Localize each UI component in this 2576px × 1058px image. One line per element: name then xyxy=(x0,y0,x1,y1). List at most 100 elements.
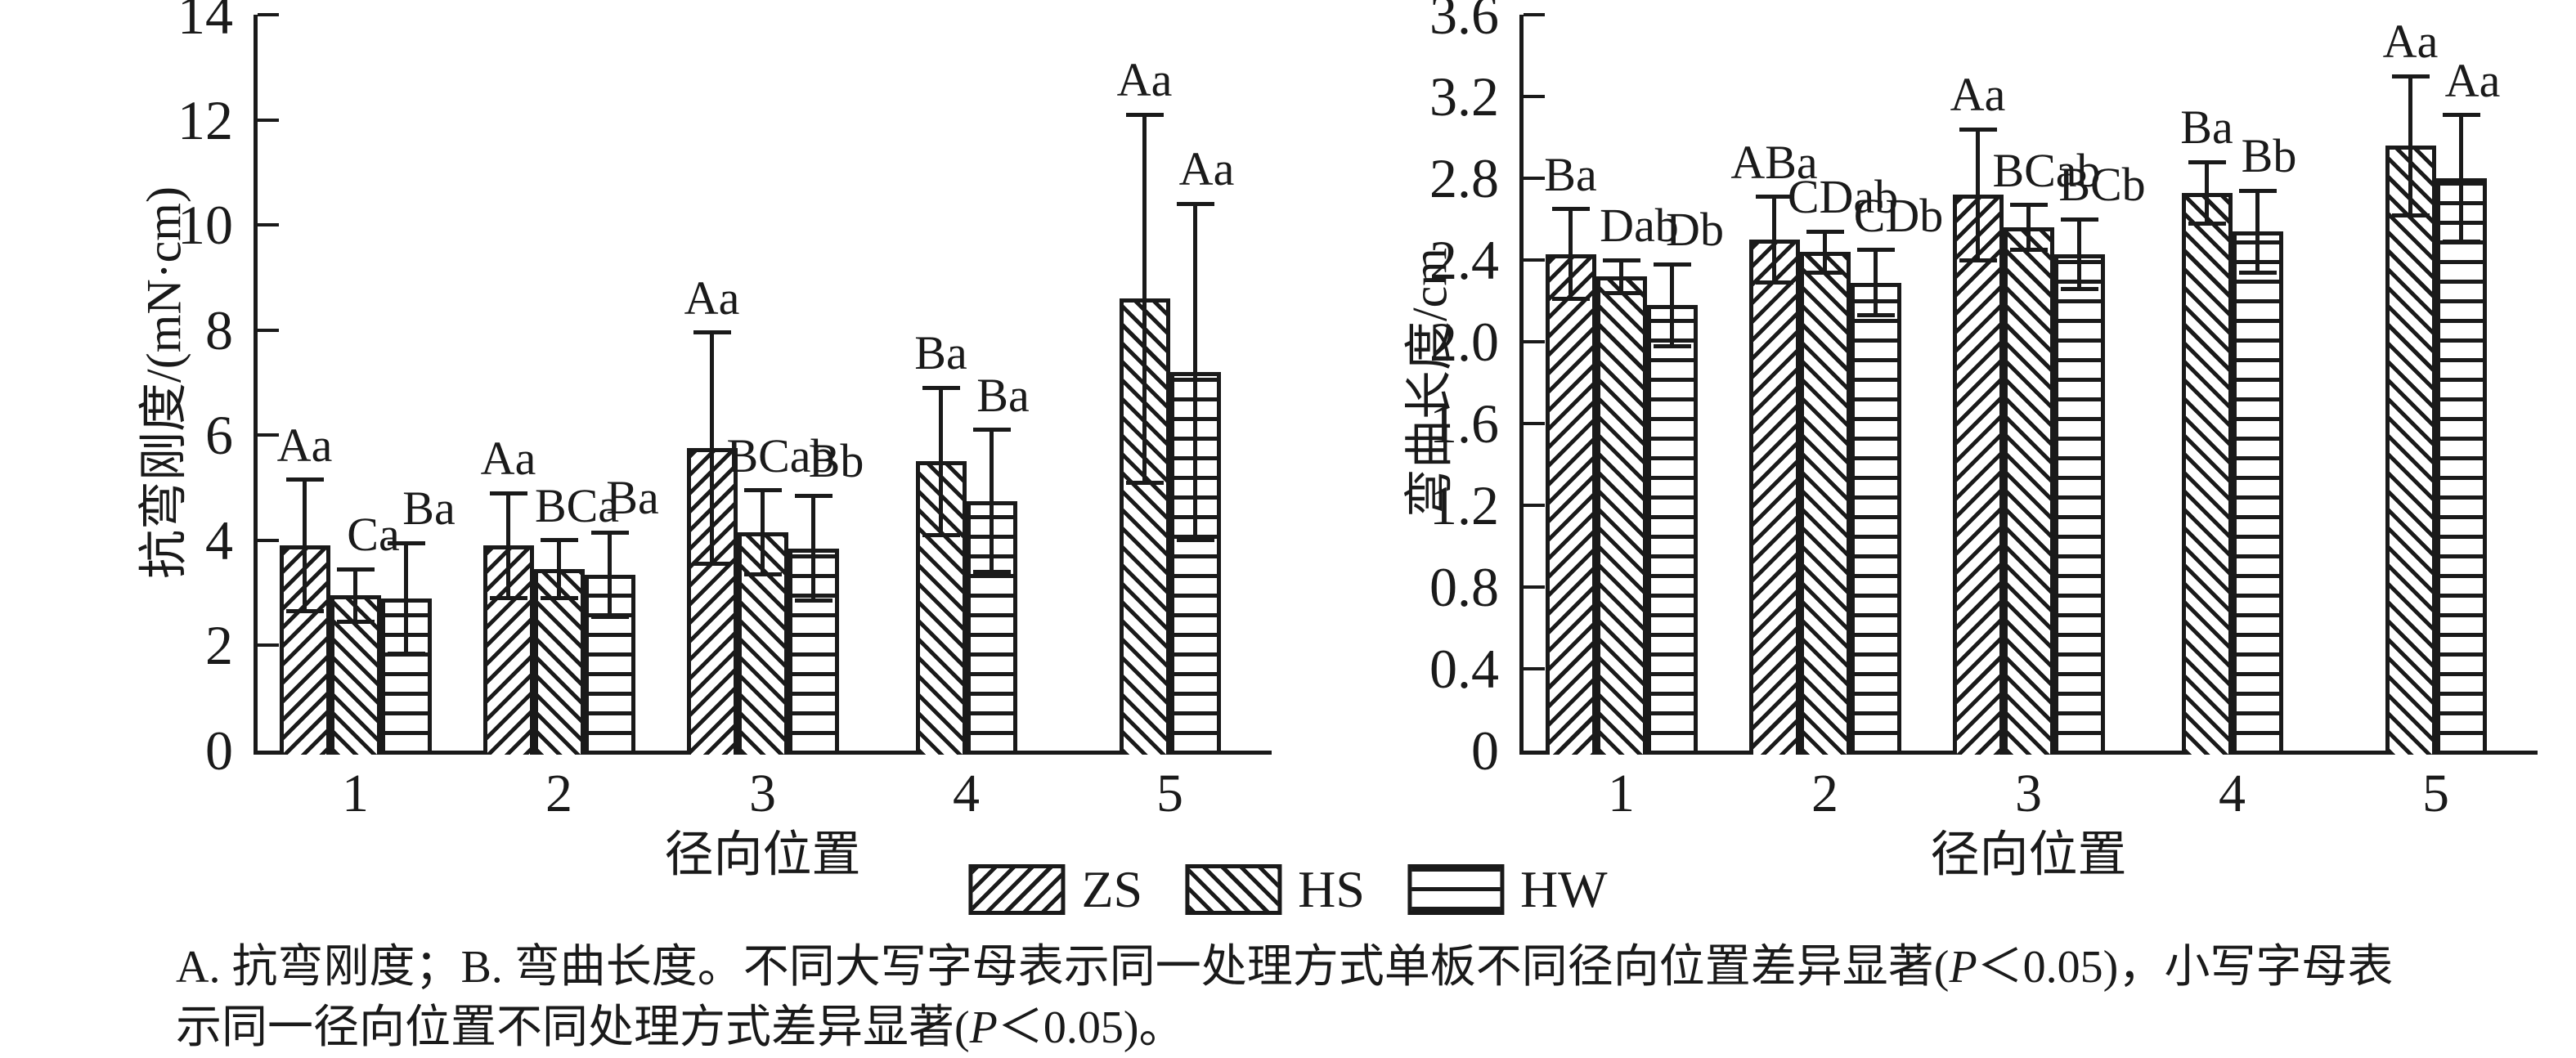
bar-hs xyxy=(2385,146,2436,755)
error-bar-cap-bottom xyxy=(1959,258,1997,262)
y-tick xyxy=(1524,340,1545,343)
significance-label: BCb xyxy=(2058,158,2146,211)
error-bar-cap-bottom xyxy=(2391,213,2430,217)
y-tick-label: 3.6 xyxy=(1429,0,1499,46)
y-tick-label: 4 xyxy=(205,509,233,572)
bar-zs xyxy=(1952,195,2004,755)
legend-swatch-hs xyxy=(1185,864,1282,915)
bar-hw xyxy=(2232,231,2283,755)
significance-label: Db xyxy=(1666,203,1724,256)
error-bar-cap-top xyxy=(2238,188,2277,193)
error-bar-line xyxy=(1874,249,1878,316)
bar-hw xyxy=(1169,372,1221,755)
bar-hs xyxy=(1595,276,1647,755)
error-bar-cap-bottom xyxy=(1125,480,1164,485)
error-bar-cap-top xyxy=(2188,159,2226,164)
y-tick-label: 8 xyxy=(205,298,233,361)
error-bar-cap-top xyxy=(2060,217,2098,222)
x-tick-label: 2 xyxy=(1811,764,1838,823)
caption-segment: A. 抗弯刚度；B. 弯曲长度。不同大写字母表示同一处理方式单板不同径向位置差异… xyxy=(176,942,1950,993)
error-bar-cap-bottom xyxy=(1176,538,1214,543)
error-bar-cap-top xyxy=(743,488,782,493)
significance-label: Ba xyxy=(1544,147,1597,201)
error-bar-cap-top xyxy=(1125,112,1164,117)
significance-label: Bb xyxy=(808,434,864,488)
significance-label: Ba xyxy=(914,326,967,380)
error-bar-line xyxy=(1772,196,1776,283)
error-bar-cap-top xyxy=(972,428,1011,433)
error-bar-cap-top xyxy=(590,530,629,535)
error-bar-cap-top xyxy=(285,477,324,482)
error-bar-line xyxy=(2205,162,2209,223)
y-tick-label: 10 xyxy=(177,194,233,257)
significance-label: Ca xyxy=(347,508,400,562)
legend-label: HS xyxy=(1298,860,1365,918)
error-bar-cap-bottom xyxy=(540,596,578,601)
error-bar-cap-top xyxy=(1755,195,1793,199)
error-bar-line xyxy=(710,332,714,564)
y-tick xyxy=(1524,258,1545,262)
y-tick-label: 14 xyxy=(177,0,233,46)
caption-line: A. 抗弯刚度；B. 弯曲长度。不同大写字母表示同一处理方式单板不同径向位置差异… xyxy=(176,937,2523,997)
x-tick-label: 1 xyxy=(342,764,369,823)
y-tick xyxy=(258,328,279,332)
y-axis-line xyxy=(254,15,258,755)
y-tick xyxy=(1524,177,1545,180)
error-bar-cap-bottom xyxy=(387,651,425,656)
error-bar-line xyxy=(1568,208,1573,299)
error-bar-cap-bottom xyxy=(2188,221,2226,226)
caption-segment: 示同一径向位置不同处理方式差异显著( xyxy=(176,1002,970,1053)
significance-label: Aa xyxy=(1116,53,1173,107)
significance-label: Aa xyxy=(480,432,536,485)
significance-label: Dab xyxy=(1600,199,1679,252)
error-bar-cap-bottom xyxy=(1856,313,1895,317)
bar-hs xyxy=(2003,227,2054,755)
bar-zs xyxy=(1748,240,1800,755)
y-tick xyxy=(258,13,279,16)
x-tick-label: 5 xyxy=(1156,764,1183,823)
significance-label: Aa xyxy=(1950,68,2006,121)
error-bar-cap-top xyxy=(1856,248,1895,252)
error-bar-cap-bottom xyxy=(2009,248,2048,252)
legend-item: HS xyxy=(1185,863,1365,916)
error-bar-line xyxy=(2459,114,2463,242)
error-bar-line xyxy=(506,493,510,598)
error-bar-line xyxy=(2026,204,2031,250)
y-tick-label: 2.4 xyxy=(1429,229,1499,291)
error-bar-cap-top xyxy=(387,540,425,545)
y-tick xyxy=(1524,667,1545,670)
error-bar-cap-top xyxy=(693,330,731,335)
significance-label: Aa xyxy=(1178,142,1235,196)
x-tick-label: 2 xyxy=(545,764,572,823)
error-bar-cap-top xyxy=(2391,74,2430,78)
legend-item: HW xyxy=(1407,863,1608,916)
error-bar-cap-bottom xyxy=(489,596,527,601)
error-bar-line xyxy=(2077,219,2081,289)
error-bar-cap-bottom xyxy=(590,614,629,619)
error-bar-line xyxy=(2408,76,2412,215)
error-bar-cap-bottom xyxy=(693,562,731,567)
error-bar-line xyxy=(1823,231,1827,272)
significance-label: CDb xyxy=(1853,188,1944,242)
y-tick-label: 1.6 xyxy=(1429,392,1499,455)
error-bar-cap-top xyxy=(1959,127,1997,132)
error-bar-cap-bottom xyxy=(972,569,1011,574)
legend-swatch-zs xyxy=(968,864,1066,915)
error-bar-cap-top xyxy=(2442,113,2480,117)
legend-swatch-hw xyxy=(1407,864,1504,915)
error-bar-line xyxy=(608,532,612,617)
y-tick-label: 0.4 xyxy=(1429,638,1499,700)
y-tick-label: 2.0 xyxy=(1429,311,1499,373)
error-bar-line xyxy=(1142,114,1147,483)
y-tick xyxy=(258,538,279,542)
bar-hw xyxy=(788,548,839,755)
x-tick-label: 3 xyxy=(2015,764,2042,823)
y-tick-label: 0 xyxy=(205,720,233,782)
significance-label: ABa xyxy=(1730,135,1818,189)
error-bar-cap-bottom xyxy=(1602,290,1640,295)
error-bar-cap-top xyxy=(1602,258,1640,262)
significance-label: Ba xyxy=(606,471,659,525)
error-bar-cap-bottom xyxy=(1755,280,1793,285)
bar-hw xyxy=(1850,282,1901,755)
significance-label: Bb xyxy=(2241,129,2297,182)
